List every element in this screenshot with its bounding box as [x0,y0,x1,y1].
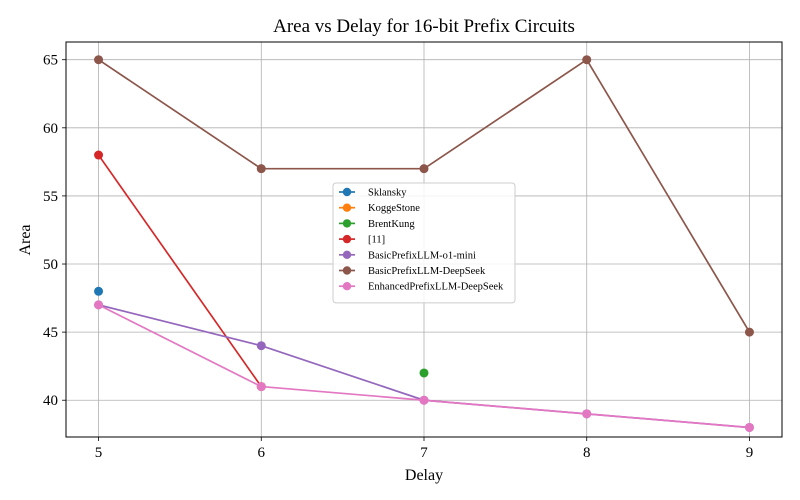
legend-marker [342,266,352,275]
legend-label: KoggeStone [368,203,420,214]
legend-label: BrentKung [368,219,415,230]
legend-item: BasicPrefixLLM-DeepSeek [339,266,486,277]
y-axis-label: Area [17,224,34,255]
legend: Sklansky KoggeStone BrentKung [11] BasicPref… [332,182,516,304]
legend-marker [342,187,352,197]
legend-label: Sklansky [368,188,407,199]
x-tick-label: 6 [258,445,266,461]
x-tick-label: 9 [746,445,754,461]
legend-label: BasicPrefixLLM-DeepSeek [368,266,486,277]
y-tick-label: 60 [43,121,58,137]
legend-item: BrentKung [339,219,415,230]
data-point-enhancedprefixllm-deepseek [94,300,104,310]
y-axis-ticks: 40 45 50 55 60 65 [43,53,66,409]
legend-marker [342,203,352,212]
legend-item: EnhancedPrefixLLM-DeepSeek [339,282,504,293]
data-point-basicprefixllm-o1-mini [256,341,266,351]
legend-marker [342,219,352,228]
series-brentkung [419,368,429,378]
data-point-11 [94,150,104,160]
y-tick-label: 50 [43,257,58,273]
data-point-sklansky [94,286,104,296]
legend-box [332,182,516,304]
legend-label: BasicPrefixLLM-o1-mini [368,250,476,261]
legend-item: Sklansky [339,188,407,199]
y-tick-label: 40 [43,393,58,409]
x-axis-label: Delay [405,467,443,484]
y-tick-label: 55 [43,189,58,205]
data-point-enhancedprefixllm-deepseek [744,422,754,432]
series-basicprefixllm-deepseek [94,55,754,337]
y-tick-label: 65 [43,53,58,69]
series-sklansky [94,286,104,296]
x-tick-label: 8 [583,445,591,461]
legend-item: [11] [339,235,385,246]
chart-title: Area vs Delay for 16-bit Prefix Circuits [273,16,575,37]
legend-label: [11] [368,235,385,246]
data-point-basicprefixllm-deepseek [582,55,592,65]
series-line-11 [97,154,262,388]
data-point-enhancedprefixllm-deepseek [582,409,592,419]
legend-marker [342,250,352,259]
data-point-basicprefixllm-deepseek [419,164,429,174]
legend-item: KoggeStone [339,203,420,214]
legend-item: BasicPrefixLLM-o1-mini [339,250,476,261]
legend-marker [342,234,352,244]
legend-label: EnhancedPrefixLLM-DeepSeek [368,282,504,293]
series-group [94,55,754,432]
data-point-brentkung [419,368,429,378]
y-tick-label: 45 [43,325,58,341]
data-point-basicprefixllm-deepseek [256,164,266,174]
data-point-basicprefixllm-deepseek [744,327,754,337]
x-tick-label: 7 [420,445,428,461]
data-point-enhancedprefixllm-deepseek [419,395,429,405]
legend-marker [342,282,352,291]
x-tick-label: 5 [95,445,103,461]
series-enhancedprefixllm-deepseek [94,300,754,432]
x-axis-ticks: 5 6 7 8 9 [95,437,753,461]
data-point-basicprefixllm-deepseek [94,55,104,65]
data-point-enhancedprefixllm-deepseek [256,382,266,392]
